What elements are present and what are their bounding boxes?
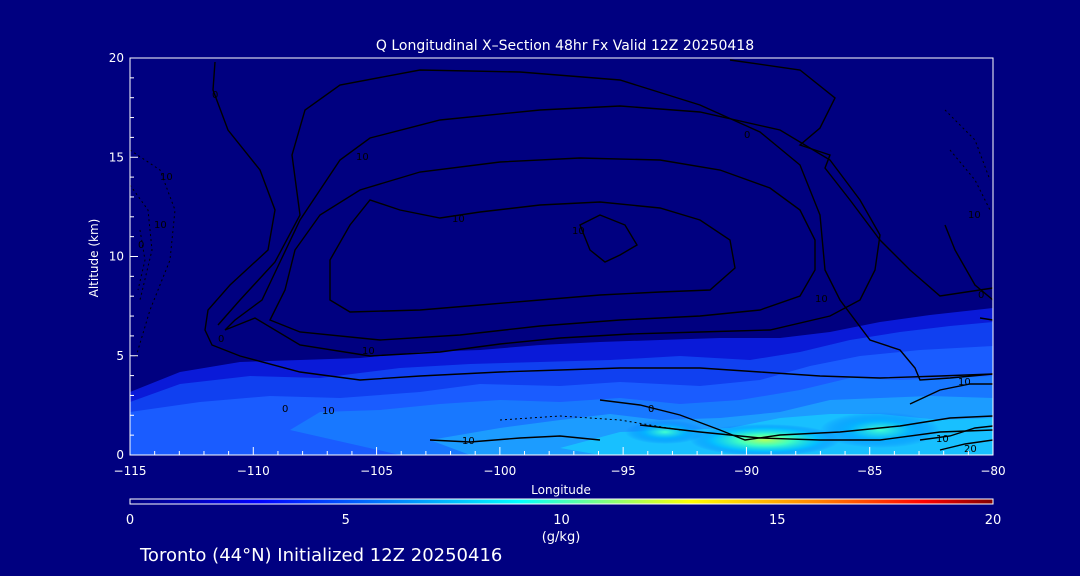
neg-contour-2	[130, 184, 153, 301]
contour-line-14	[939, 439, 993, 451]
x-tick-label: −115	[114, 464, 147, 478]
x-axis: −115 −110 −105 −100 −95 −90 −85 −80	[114, 447, 1006, 478]
contour-label: 10	[452, 214, 465, 225]
colorbar-label: (g/kg)	[542, 530, 581, 545]
neg-contour-6	[499, 415, 681, 431]
contour-line-8	[944, 224, 993, 301]
moisture-max-2	[820, 412, 940, 448]
x-tick-label: −85	[857, 464, 882, 478]
y-tick-label: 20	[109, 51, 124, 65]
contour-line-9	[979, 317, 993, 321]
negative-contour-lines	[130, 109, 991, 431]
colorbar-tick-label: 15	[769, 513, 786, 528]
colorbar-tick-label: 5	[342, 513, 350, 528]
x-tick-label: −110	[237, 464, 270, 478]
contour-label: 0	[138, 240, 144, 251]
y-axis: 0 5 10 15 20	[109, 51, 138, 462]
x-tick-label: −95	[610, 464, 635, 478]
y-tick-label: 15	[109, 150, 124, 164]
contour-line-6	[329, 199, 736, 313]
contour-label: 10	[462, 436, 475, 447]
contour-lines	[204, 59, 993, 451]
contour-line-5	[269, 157, 816, 341]
x-tick-label: −90	[734, 464, 759, 478]
y-axis-label: Altitude (km)	[87, 219, 101, 298]
y-tick-label: 0	[116, 448, 124, 462]
contour-line-7	[579, 214, 638, 263]
contour-labels: 0 10 10 0 10 10 0 10 0 0 10 10 0 10 10 2…	[138, 90, 984, 455]
neg-contour-1	[130, 149, 176, 361]
contour-line-4	[224, 105, 881, 357]
colorbar-tick-label: 0	[126, 513, 134, 528]
contour-label: 10	[815, 294, 828, 305]
contour-line-2	[729, 59, 993, 297]
contour-label: 10	[362, 346, 375, 357]
chart-title: Q Longitudinal X–Section 48hr Fx Valid 1…	[376, 38, 754, 54]
contour-label: 10	[958, 377, 971, 388]
x-axis-label: Longitude	[531, 483, 591, 497]
contour-label: 10	[322, 406, 335, 417]
contour-line-11	[639, 424, 993, 441]
contour-label: 10	[936, 434, 949, 445]
contour-label: 0	[212, 90, 218, 101]
moisture-max-1	[690, 424, 840, 455]
contour-label: 10	[356, 152, 369, 163]
y-tick-label: 5	[116, 349, 124, 363]
contour-label: 0	[648, 404, 654, 415]
contour-line-13	[919, 425, 993, 441]
footer-text: Toronto (44°N) Initialized 12Z 20250416	[139, 545, 502, 566]
moisture-max-3	[625, 420, 705, 444]
colorbar-tick-label: 10	[553, 513, 570, 528]
colorbar: 0 5 10 15 20 (g/kg)	[126, 498, 1001, 545]
x-tick-label: −105	[360, 464, 393, 478]
contour-label: 10	[968, 210, 981, 221]
moisture-field	[130, 308, 993, 455]
contour-label: 0	[978, 290, 984, 301]
contour-label: 10	[160, 172, 173, 183]
contour-label: 0	[218, 334, 224, 345]
contour-line-1	[204, 61, 993, 381]
contour-line-12	[909, 383, 993, 405]
colorbar-tick-label: 20	[985, 513, 1002, 528]
colorbar-gradient	[129, 498, 994, 505]
plot-area: 0 10 10 0 10 10 0 10 0 0 10 10 0 10 10 2…	[130, 58, 993, 455]
contour-label: 0	[744, 130, 750, 141]
contour-line-15	[429, 435, 601, 443]
neg-contour-3	[137, 229, 146, 291]
contour-label: 10	[154, 220, 167, 231]
colorbar-ticks: 0 5 10 15 20	[126, 513, 1001, 528]
contour-label: 10	[572, 226, 585, 237]
neg-contour-5	[949, 149, 991, 211]
y-tick-label: 10	[109, 250, 124, 264]
neg-contour-4	[944, 109, 991, 181]
x-tick-label: −80	[980, 464, 1005, 478]
contour-label: 20	[964, 444, 977, 455]
x-tick-label: −100	[483, 464, 516, 478]
contour-label: 0	[282, 404, 288, 415]
